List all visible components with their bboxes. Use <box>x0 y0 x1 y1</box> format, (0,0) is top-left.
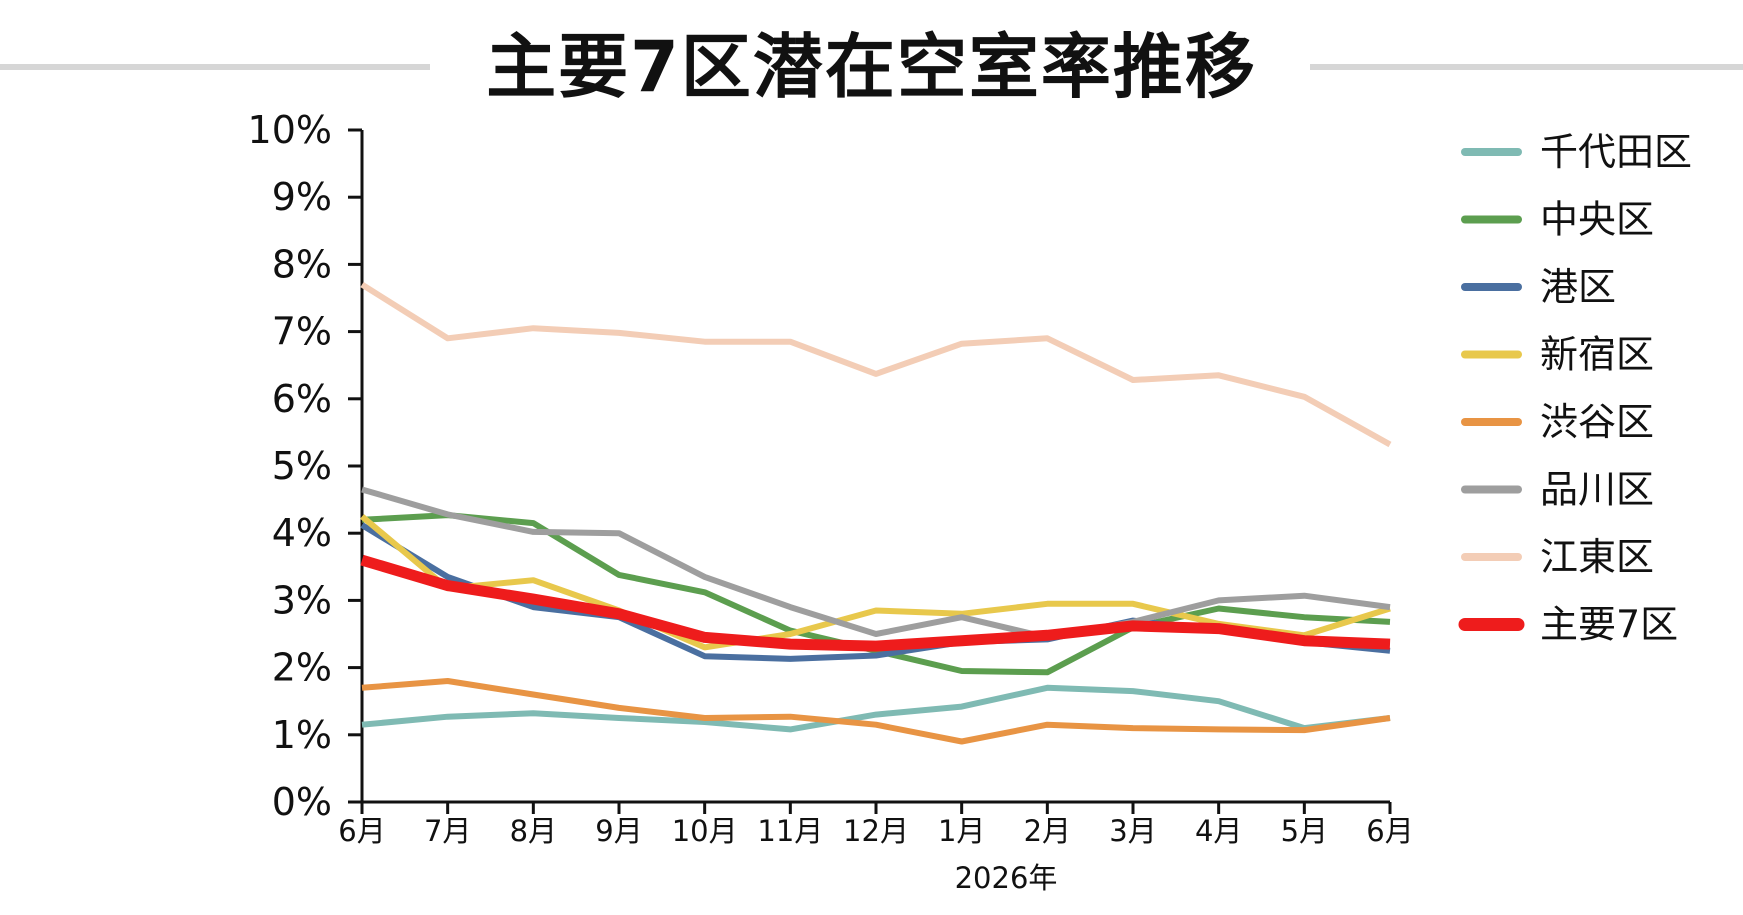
series-line-7 <box>360 554 1391 652</box>
y-tick-label: 9% <box>272 175 332 219</box>
legend-item-3: 新宿区 <box>1461 333 1654 377</box>
series-line-4 <box>361 678 1391 745</box>
x-tick-label: 8月 <box>510 814 557 848</box>
legend-label: 港区 <box>1540 265 1616 309</box>
legend-item-1: 中央区 <box>1461 198 1654 242</box>
y-tick-label: 3% <box>272 578 332 622</box>
title-rule-left <box>0 64 430 70</box>
y-tick-label: 5% <box>272 444 332 488</box>
series-line-5 <box>361 486 1391 641</box>
legend-item-2: 港区 <box>1461 265 1616 309</box>
y-tick-label: 2% <box>272 646 332 690</box>
title-rule-right <box>1310 64 1743 70</box>
x-tick-label: 11月 <box>757 814 823 848</box>
legend-label: 中央区 <box>1540 198 1654 242</box>
x-tick-label: 1月 <box>938 814 985 848</box>
legend-item-0: 千代田区 <box>1461 130 1692 174</box>
series-line-0 <box>361 684 1391 733</box>
y-axis-ticks: 0% 1% 2% 3% 4% 5% 6% 7% 8% 9% 10% <box>248 108 362 824</box>
legend-label: 渋谷区 <box>1540 400 1654 444</box>
legend-label: 千代田区 <box>1540 130 1692 174</box>
x-tick-label: 6月 <box>338 814 385 848</box>
legend-label: 品川区 <box>1540 468 1654 512</box>
series-lines <box>360 282 1392 745</box>
x-tick-label: 9月 <box>595 814 642 848</box>
y-tick-label: 4% <box>272 511 332 555</box>
legend-label: 新宿区 <box>1540 333 1654 377</box>
legend-item-6: 江東区 <box>1461 535 1654 579</box>
x-tick-label: 4月 <box>1195 814 1242 848</box>
x-tick-label: 7月 <box>424 814 471 848</box>
x-tick-label: 12月 <box>843 814 909 848</box>
x-axis-label: 2026年 <box>955 861 1058 895</box>
legend-item-7: 主要7区 <box>1458 603 1678 647</box>
series-line-6 <box>360 282 1392 448</box>
x-tick-label: 10月 <box>672 814 738 848</box>
chart-axes <box>360 130 1390 804</box>
x-axis-ticks: 6月 7月 8月 9月 10月 11月 12月 1月 2月 3月 4月 5月 6月 <box>338 802 1414 848</box>
legend-item-4: 渋谷区 <box>1461 400 1654 444</box>
x-tick-label: 6月 <box>1366 814 1413 848</box>
y-tick-label: 10% <box>248 108 332 152</box>
y-tick-label: 8% <box>272 242 332 286</box>
y-tick-label: 1% <box>272 713 332 757</box>
x-tick-label: 2月 <box>1024 814 1071 848</box>
legend-label: 江東区 <box>1540 535 1654 579</box>
x-tick-label: 3月 <box>1109 814 1156 848</box>
legend-label: 主要7区 <box>1540 603 1678 647</box>
x-tick-label: 5月 <box>1281 814 1328 848</box>
chart-title: 主要7区潜在空室率推移 <box>486 26 1257 108</box>
y-tick-label: 7% <box>272 310 332 354</box>
y-tick-label: 6% <box>272 377 332 421</box>
legend-item-5: 品川区 <box>1461 468 1654 512</box>
y-tick-label: 0% <box>272 780 332 824</box>
